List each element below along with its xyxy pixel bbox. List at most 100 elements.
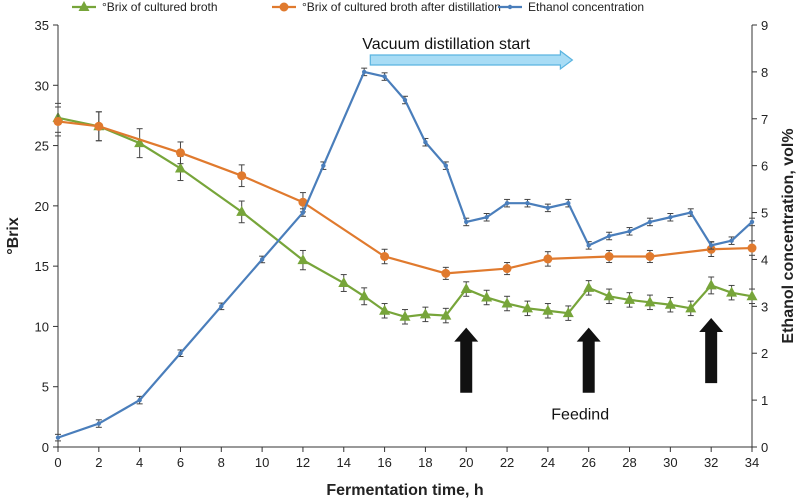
data-point-marker — [746, 290, 758, 301]
x-tick-label: 32 — [704, 455, 718, 470]
data-point-marker — [484, 215, 489, 220]
data-point-marker — [423, 140, 428, 145]
data-point-marker — [440, 309, 452, 320]
x-tick-label: 18 — [418, 455, 432, 470]
x-tick-label: 22 — [500, 455, 514, 470]
data-point-marker — [586, 243, 591, 248]
data-point-marker — [419, 308, 431, 319]
x-tick-label: 8 — [218, 455, 225, 470]
y-right-tick-label: 7 — [761, 112, 768, 127]
y-right-tick-label: 8 — [761, 65, 768, 80]
data-point-marker — [402, 97, 408, 103]
data-point-marker — [178, 351, 183, 356]
x-tick-label: 24 — [541, 455, 555, 470]
data-point-marker — [543, 254, 553, 264]
data-point-marker — [627, 229, 632, 234]
feeding-label: Feedind — [551, 406, 609, 423]
series-line — [57, 70, 753, 439]
y-left-tick-label: 0 — [42, 440, 49, 455]
data-point-marker — [583, 281, 595, 292]
data-point-marker — [644, 296, 656, 307]
data-point-marker — [603, 290, 615, 301]
x-tick-label: 2 — [95, 455, 102, 470]
data-point-marker — [645, 251, 655, 261]
data-point-marker — [664, 298, 676, 309]
y-right-tick-label: 9 — [761, 18, 768, 33]
data-point-marker — [94, 121, 104, 131]
data-point-marker — [175, 148, 185, 158]
data-point-marker — [441, 268, 451, 278]
x-tick-label: 14 — [337, 455, 351, 470]
data-point-marker — [219, 304, 224, 309]
vacuum-distillation-arrow — [369, 49, 574, 71]
legend-label: °Brix of cultured broth after distillati… — [302, 0, 501, 14]
y-right-tick-label: 5 — [761, 206, 768, 221]
x-tick-label: 30 — [663, 455, 677, 470]
data-point-marker — [460, 283, 472, 294]
data-point-marker — [78, 1, 90, 11]
y-left-tick-label: 15 — [35, 259, 49, 274]
data-point-marker — [481, 291, 493, 302]
data-point-marker — [399, 310, 411, 321]
x-tick-label: 34 — [745, 455, 759, 470]
legend-label: Ethanol concentration — [528, 0, 644, 14]
x-tick-label: 6 — [177, 455, 184, 470]
series-2 — [53, 106, 757, 280]
data-point-marker — [464, 219, 469, 225]
data-point-marker — [647, 219, 653, 225]
feeding-arrow-3 — [699, 317, 724, 384]
y-right-tick-label: 3 — [761, 299, 768, 314]
data-point-marker — [525, 200, 530, 206]
data-point-marker — [729, 238, 734, 243]
data-point-marker — [137, 397, 142, 403]
data-point-marker — [96, 421, 102, 426]
y-left-tick-label: 10 — [35, 319, 49, 334]
annotations: Vacuum distillation start Feedind — [362, 36, 724, 423]
y-left-tick-label: 5 — [42, 380, 49, 395]
data-point-marker — [298, 197, 308, 207]
y-left-tick-label: 25 — [35, 139, 49, 154]
data-point-marker — [604, 251, 614, 261]
y-left-tick-label: 30 — [35, 78, 49, 93]
data-point-marker — [53, 116, 63, 126]
legend-item-1: °Brix of cultured broth — [72, 0, 218, 14]
feeding-arrow-2 — [576, 327, 601, 393]
axes: 0 2 4 6 8 10 12 14 16 18 20 22 24 26 28 30 32 34051015202… — [5, 18, 797, 499]
y-right-tick-label: 2 — [761, 346, 768, 361]
data-point-marker — [542, 304, 554, 315]
series-3 — [55, 67, 755, 442]
data-point-marker — [688, 210, 693, 215]
data-point-marker — [708, 243, 714, 248]
x-axis-title: Fermentation time, h — [326, 482, 483, 499]
data-point-marker — [507, 4, 513, 10]
data-point-marker — [279, 2, 289, 12]
feeding-arrow-1 — [454, 327, 479, 393]
data-point-marker — [382, 74, 387, 79]
y-left-tick-label: 20 — [35, 199, 49, 214]
y-right-tick-label: 1 — [761, 393, 768, 408]
vacuum-distillation-label: Vacuum distillation start — [362, 36, 530, 53]
data-point-marker — [747, 243, 757, 253]
data-point-marker — [749, 219, 755, 225]
data-point-marker — [236, 205, 248, 216]
data-point-marker — [624, 293, 636, 304]
data-point-marker — [55, 435, 61, 440]
data-point-marker — [545, 205, 551, 211]
y-left-axis-title: °Brix — [5, 217, 22, 255]
data-point-marker — [321, 163, 326, 168]
x-tick-label: 12 — [296, 455, 310, 470]
data-point-marker — [685, 302, 697, 313]
data-point-marker — [443, 163, 449, 168]
data-point-marker — [606, 233, 612, 239]
x-tick-label: 4 — [136, 455, 143, 470]
data-point-marker — [379, 304, 391, 315]
legend-label: °Brix of cultured broth — [102, 0, 218, 14]
data-point-marker — [338, 277, 350, 288]
legend-item-2: °Brix of cultured broth after distillati… — [272, 0, 501, 14]
y-right-axis-title: Ethanol concentration, vol% — [780, 128, 797, 343]
y-left-tick-label: 35 — [35, 18, 49, 33]
y-right-tick-label: 0 — [761, 440, 768, 455]
data-point-marker — [174, 162, 186, 173]
data-point-marker — [668, 215, 673, 220]
data-point-marker — [259, 257, 265, 262]
